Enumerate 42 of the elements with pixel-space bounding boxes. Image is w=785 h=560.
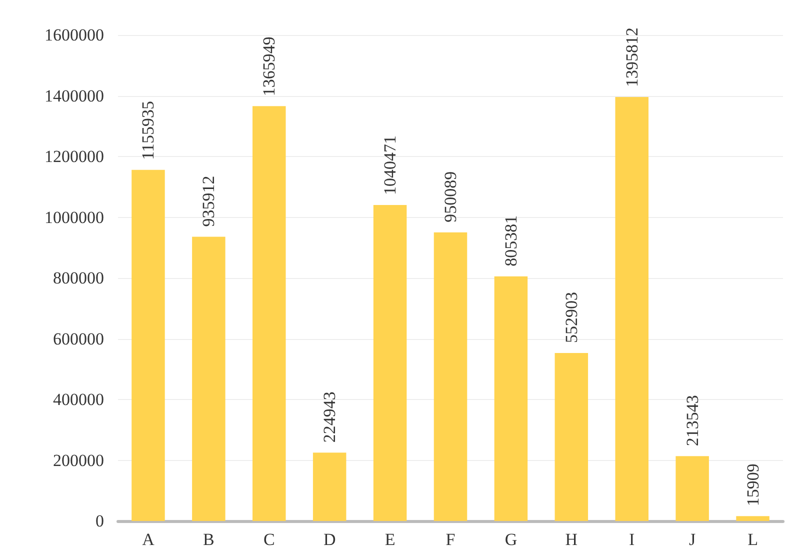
- y-tick-label: 800000: [53, 268, 104, 288]
- bar: [252, 106, 286, 521]
- x-tick-label: B: [203, 530, 214, 549]
- y-tick-label: 1400000: [44, 86, 104, 106]
- y-tick-label: 0: [96, 512, 104, 530]
- bar: [312, 452, 346, 521]
- data-label: 213543: [682, 395, 702, 446]
- bar: [132, 170, 165, 521]
- data-label: 805381: [501, 215, 520, 266]
- y-tick-label: 1600000: [44, 26, 104, 44]
- data-label: 1155935: [138, 101, 158, 160]
- x-tick-label: H: [565, 530, 578, 549]
- y-tick-label: 1200000: [44, 147, 104, 166]
- data-label: 935912: [199, 176, 218, 227]
- data-label: 224943: [320, 392, 340, 443]
- x-tick-label: E: [384, 530, 396, 549]
- bar: [676, 456, 709, 521]
- bar: [192, 236, 226, 521]
- y-tick-label: 200000: [53, 450, 104, 470]
- data-label: 1040471: [380, 135, 400, 195]
- x-tick-label: G: [504, 530, 518, 549]
- data-label: 950089: [441, 171, 460, 222]
- bar: [736, 516, 770, 521]
- bar: [494, 276, 528, 521]
- data-label: 1365949: [260, 36, 279, 96]
- x-tick-label: A: [142, 530, 156, 549]
- bar: [373, 204, 407, 521]
- y-tick-label: 1000000: [44, 208, 104, 227]
- y-tick-label: 400000: [53, 390, 104, 409]
- bar: [615, 97, 648, 521]
- x-tick-label: I: [629, 530, 636, 549]
- y-tick-label: 600000: [53, 329, 104, 348]
- x-tick-label: F: [446, 530, 456, 549]
- x-tick-label: L: [748, 530, 758, 549]
- data-label: 552903: [562, 292, 581, 344]
- bar: [434, 232, 468, 521]
- x-tick-label: C: [263, 530, 275, 549]
- x-tick-label: J: [689, 530, 696, 549]
- data-label: 1395812: [622, 28, 642, 88]
- bar: [554, 353, 588, 521]
- data-label: 15909: [743, 464, 762, 506]
- x-tick-label: D: [323, 530, 336, 549]
